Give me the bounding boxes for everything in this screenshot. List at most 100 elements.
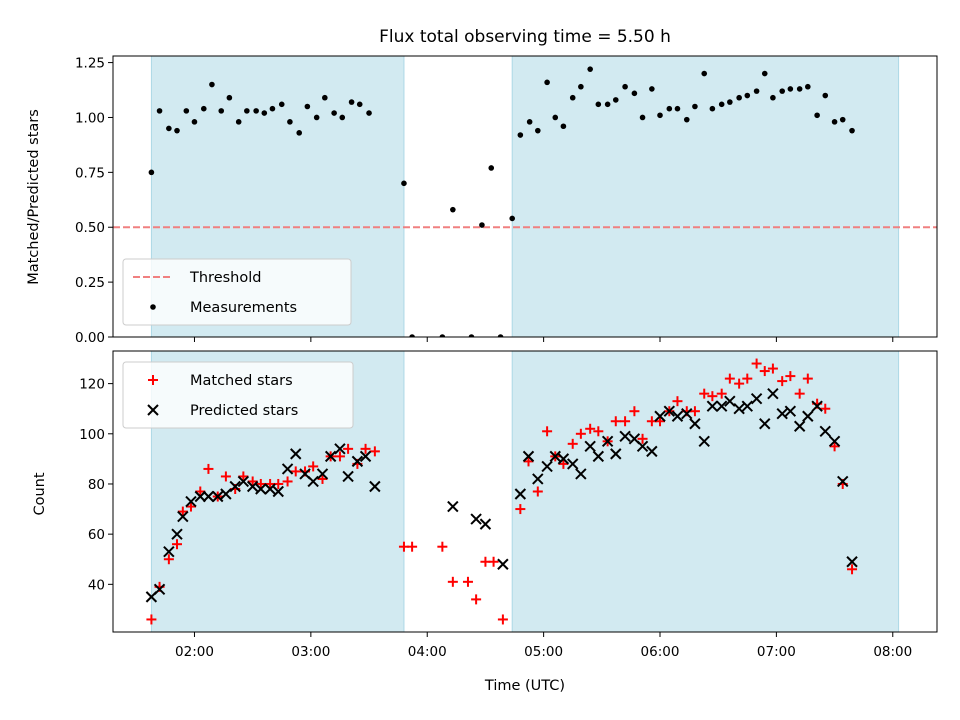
matched-star-marker-26 <box>369 446 380 457</box>
predicted-star-marker-46 <box>646 445 658 458</box>
measurement-point-55 <box>692 103 698 110</box>
predicted-star-marker-52 <box>698 435 710 448</box>
y-tick-label-top-4: 1.00 <box>75 110 105 126</box>
predicted-star-b-15 <box>272 485 284 498</box>
predicted-star-marker-4 <box>177 510 189 523</box>
predicted-star-marker-45 <box>636 440 649 453</box>
measurement-point-13 <box>261 110 268 116</box>
x-tick-label-6: 08:00 <box>873 644 912 660</box>
predicted-star-marker-20 <box>316 468 329 480</box>
measurement-point-54 <box>683 116 690 123</box>
predicted-star-b-13 <box>255 483 267 495</box>
y-tick-label-bottom-1: 60 <box>88 527 105 543</box>
matched-star-marker-37 <box>523 456 534 467</box>
matched-star-marker-62 <box>742 373 753 384</box>
data-layer-top <box>113 66 937 337</box>
predicted-star-marker-10 <box>229 480 241 493</box>
predicted-star-b-60 <box>767 387 779 400</box>
matched-star-marker-39 <box>542 426 553 437</box>
matched-star-marker-44 <box>585 423 596 434</box>
matched-star-marker-29 <box>437 541 448 552</box>
matched-star-marker-56 <box>689 406 700 417</box>
predicted-star-marker-51 <box>689 418 701 430</box>
predicted-star-marker-37 <box>567 458 579 470</box>
matched-star-marker-64 <box>759 366 770 377</box>
panel-count: 40 60 80 100 120 02:00 03:00 04:00 05:00 06:00 07:… <box>79 350 938 660</box>
matched-star-marker-11 <box>238 471 249 482</box>
predicted-star-b-10 <box>229 480 241 493</box>
predicted-star-b-36 <box>557 453 570 465</box>
matched-star-marker-28 <box>407 541 418 552</box>
matched-star-marker-74 <box>847 564 858 575</box>
predicted-star-marker-32 <box>522 450 535 463</box>
top-y-axis-label: Matched/Predicted stars <box>26 109 42 285</box>
predicted-star-marker-6 <box>194 490 206 503</box>
measurement-point-11 <box>244 108 250 114</box>
legend-box-top <box>122 258 352 326</box>
predicted-star-marker-21 <box>324 450 337 463</box>
matched-star-marker-25 <box>360 443 371 454</box>
predicted-star-b-51 <box>689 418 701 430</box>
matched-star-marker-23 <box>343 443 354 454</box>
y-tick-label-top-2: 0.50 <box>75 220 105 236</box>
predicted-star-b-42 <box>610 448 622 460</box>
measurement-point-36 <box>526 119 533 125</box>
measurement-point-31 <box>479 222 485 228</box>
predicted-star-marker-5 <box>185 495 197 508</box>
predicted-star-marker-69 <box>846 556 858 568</box>
y-tick-label-bottom-4: 120 <box>79 377 105 393</box>
predicted-star-marker-38 <box>575 468 587 480</box>
matched-star-marker-5 <box>185 501 196 512</box>
predicted-star-marker-58 <box>750 392 763 405</box>
x-tick-label-2: 04:00 <box>408 644 447 660</box>
predicted-star-marker-25 <box>359 450 372 463</box>
measurement-point-59 <box>727 99 733 105</box>
predicted-star-b-37 <box>567 458 579 470</box>
predicted-star-b-26 <box>369 480 381 493</box>
predicted-star-b-20 <box>316 468 329 480</box>
predicted-star-marker-14 <box>264 483 276 495</box>
predicted-star-marker-9 <box>220 488 232 500</box>
measurement-point-1 <box>156 108 163 114</box>
predicted-star-b-23 <box>342 470 354 483</box>
predicted-star-marker-23 <box>342 470 354 483</box>
predicted-star-b-67 <box>828 435 841 448</box>
measurement-point-24 <box>356 101 363 108</box>
predicted-star-marker-27 <box>447 500 459 513</box>
matched-star-marker-43 <box>575 428 586 439</box>
matched-star-marker-57 <box>699 388 710 399</box>
measurement-point-62 <box>753 88 760 94</box>
matched-star-marker-9 <box>220 471 231 482</box>
matched-star-marker-17 <box>290 466 301 477</box>
predicted-star-b-63 <box>793 420 806 432</box>
legend-threshold-label: Threshold <box>189 270 261 286</box>
predicted-star-marker-15 <box>272 485 284 498</box>
predicted-star-marker-54 <box>715 400 728 412</box>
predicted-star-b-56 <box>733 402 745 415</box>
predicted-star-b-57 <box>741 400 754 412</box>
measurement-point-64 <box>770 94 776 101</box>
predicted-star-b-29 <box>479 518 492 530</box>
matched-star-marker-7 <box>203 463 214 474</box>
y-tick-label-top-1: 0.25 <box>75 275 105 291</box>
legend-matched-label: Matched stars <box>190 373 293 389</box>
predicted-star-b-48 <box>663 405 676 417</box>
matched-star-marker-2 <box>163 554 174 565</box>
matched-star-marker-4 <box>177 506 188 517</box>
predicted-star-marker-59 <box>759 418 771 430</box>
predicted-star-b-11 <box>237 475 250 488</box>
predicted-star-marker-11 <box>237 475 250 488</box>
predicted-star-b-41 <box>601 435 614 448</box>
predicted-star-b-16 <box>281 463 294 475</box>
matched-star-marker-58 <box>707 391 718 402</box>
measurement-point-25 <box>366 110 372 116</box>
measurement-point-50 <box>649 86 655 92</box>
predicted-star-b-52 <box>698 435 710 448</box>
predicted-star-b-33 <box>532 473 544 485</box>
matched-star-marker-41 <box>558 458 569 469</box>
measurement-point-2 <box>166 125 172 132</box>
legend-predicted-swatch-b <box>147 404 159 416</box>
matched-star-marker-52 <box>655 416 666 427</box>
legend-measurements-swatch <box>150 304 156 310</box>
measurement-point-7 <box>209 81 215 88</box>
